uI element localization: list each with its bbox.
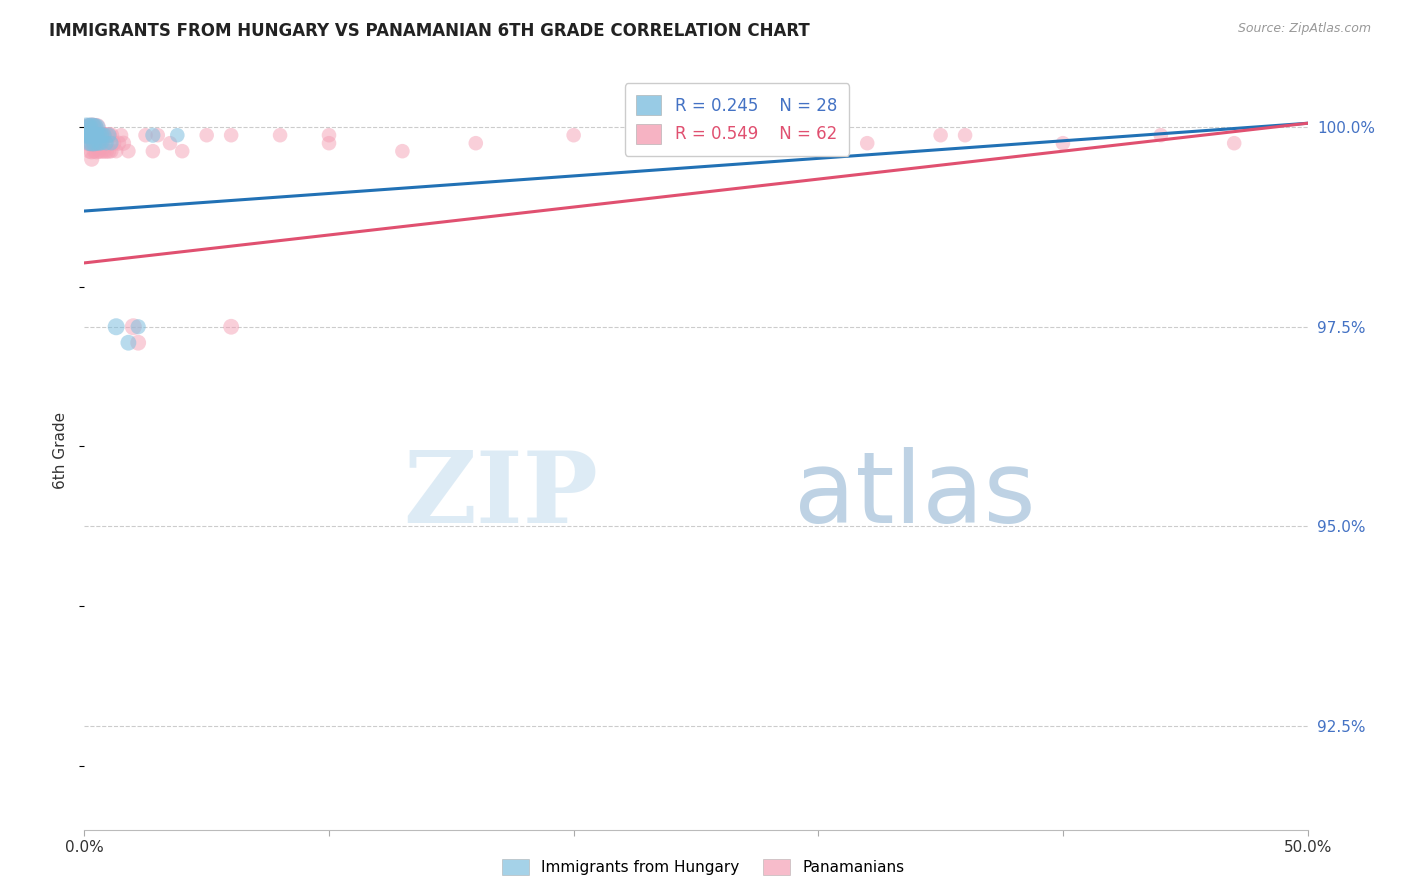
Point — [93, 144, 115, 158]
Point — [112, 136, 135, 151]
Point — [76, 128, 98, 143]
Point — [97, 144, 120, 158]
Point — [103, 136, 125, 151]
Point — [100, 144, 122, 158]
Text: ZIP: ZIP — [404, 448, 598, 544]
Point — [90, 136, 112, 151]
Point — [562, 128, 585, 143]
Point — [76, 136, 98, 151]
Point — [86, 120, 108, 135]
Point — [90, 144, 112, 158]
Point — [80, 128, 103, 143]
Point — [1052, 136, 1074, 151]
Point — [219, 319, 242, 334]
Point — [105, 144, 128, 158]
Point — [80, 120, 103, 135]
Point — [107, 136, 129, 151]
Point — [96, 128, 118, 143]
Point — [87, 136, 110, 151]
Point — [219, 128, 242, 143]
Point — [86, 136, 108, 151]
Y-axis label: 6th Grade: 6th Grade — [53, 412, 69, 489]
Point — [83, 136, 105, 151]
Point — [166, 128, 188, 143]
Point — [96, 136, 118, 151]
Point — [87, 144, 110, 158]
Point — [464, 136, 486, 151]
Point — [159, 136, 181, 151]
Point — [269, 128, 291, 143]
Point — [86, 120, 108, 135]
Text: Source: ZipAtlas.com: Source: ZipAtlas.com — [1237, 22, 1371, 36]
Point — [172, 144, 194, 158]
Point — [953, 128, 976, 143]
Point — [80, 128, 103, 143]
Point — [76, 120, 98, 135]
Point — [77, 144, 100, 158]
Point — [76, 120, 98, 135]
Point — [318, 136, 340, 151]
Point — [929, 128, 952, 143]
Point — [195, 128, 218, 143]
Point — [77, 128, 100, 143]
Point — [83, 128, 105, 143]
Point — [105, 319, 128, 334]
Point — [117, 335, 139, 350]
Point — [80, 128, 103, 143]
Legend: Immigrants from Hungary, Panamanians: Immigrants from Hungary, Panamanians — [498, 855, 908, 880]
Point — [93, 128, 115, 143]
Point — [90, 128, 112, 143]
Point — [97, 128, 120, 143]
Point — [96, 144, 118, 158]
Text: atlas: atlas — [794, 448, 1035, 544]
Point — [97, 128, 120, 143]
Point — [110, 128, 132, 143]
Legend: R = 0.245    N = 28, R = 0.549    N = 62: R = 0.245 N = 28, R = 0.549 N = 62 — [624, 84, 849, 156]
Point — [83, 144, 105, 158]
Point — [661, 136, 683, 151]
Point — [391, 144, 413, 158]
Point — [77, 120, 100, 135]
Point — [90, 128, 112, 143]
Point — [86, 128, 108, 143]
Point — [758, 128, 780, 143]
Point — [83, 128, 105, 143]
Point — [93, 128, 115, 143]
Point — [1223, 136, 1246, 151]
Point — [87, 128, 110, 143]
Point — [142, 144, 165, 158]
Point — [83, 120, 105, 135]
Point — [135, 128, 157, 143]
Point — [117, 144, 139, 158]
Point — [87, 128, 110, 143]
Point — [100, 136, 122, 151]
Point — [142, 128, 165, 143]
Point — [86, 128, 108, 143]
Point — [90, 136, 112, 151]
Point — [100, 128, 122, 143]
Point — [318, 128, 340, 143]
Point — [86, 144, 108, 158]
Point — [856, 136, 879, 151]
Point — [83, 120, 105, 135]
Point — [80, 136, 103, 151]
Point — [80, 136, 103, 151]
Point — [80, 120, 103, 135]
Point — [80, 144, 103, 158]
Point — [87, 136, 110, 151]
Point — [1150, 128, 1173, 143]
Point — [127, 335, 149, 350]
Point — [146, 128, 169, 143]
Text: IMMIGRANTS FROM HUNGARY VS PANAMANIAN 6TH GRADE CORRELATION CHART: IMMIGRANTS FROM HUNGARY VS PANAMANIAN 6T… — [49, 22, 810, 40]
Point — [77, 136, 100, 151]
Point — [76, 128, 98, 143]
Point — [122, 319, 145, 334]
Point — [77, 128, 100, 143]
Point — [80, 152, 103, 166]
Point — [83, 136, 105, 151]
Point — [77, 120, 100, 135]
Point — [127, 319, 149, 334]
